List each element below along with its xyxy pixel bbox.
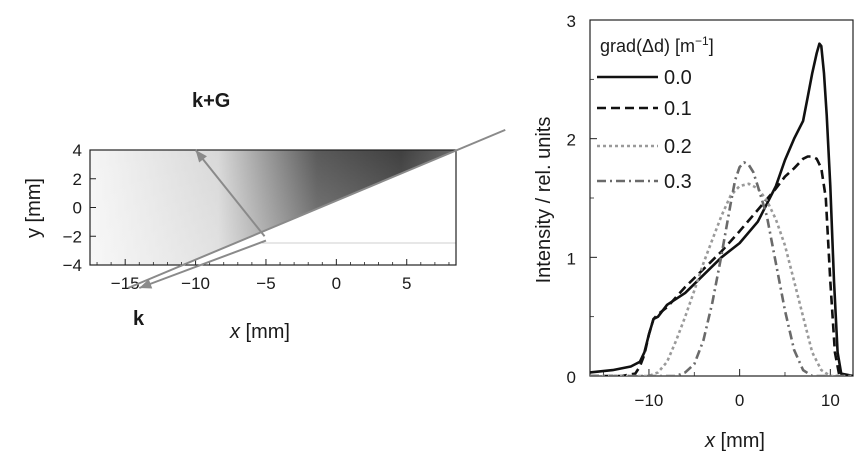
series-line-0.3 xyxy=(590,161,853,376)
legend: grad(Δd) [m−1] 0.0 0.1 0.2 0.3 xyxy=(597,34,714,193)
series-line-0.0 xyxy=(590,42,853,376)
line-chart-y-label: Intensity / rel. units xyxy=(533,117,555,284)
heatmap-y-tick-label: −2 xyxy=(63,227,82,246)
legend-label-0.0: 0.0 xyxy=(664,67,692,89)
line-chart-ticks: −10 0 10 0 1 2 3 xyxy=(567,12,840,410)
heatmap-intensity-fade xyxy=(90,150,456,265)
heatmap-panel: −15 −10 −5 0 5 −4 −2 0 2 4 x [mm] y [mm] k+G k xyxy=(23,90,506,343)
line-y-tick-label: 2 xyxy=(567,131,576,150)
line-chart-frame xyxy=(589,19,854,377)
heatmap-y-tick-label: −4 xyxy=(63,256,82,275)
series-line-0.1 xyxy=(590,155,853,376)
line-y-tick-label: 3 xyxy=(567,12,576,31)
line-x-tick-label: −10 xyxy=(635,391,664,410)
heatmap-x-tick-label: −10 xyxy=(181,274,210,293)
arrow-k-plus-g-shaft xyxy=(194,149,266,237)
heatmap-y-tick-label: 2 xyxy=(73,170,82,189)
boundary-line xyxy=(127,128,506,289)
heatmap-x-tick-label: −5 xyxy=(256,274,275,293)
heatmap-x-tick-label: −15 xyxy=(111,274,140,293)
heatmap-y-tick-label: 0 xyxy=(73,199,82,218)
annotation-k-plus-g: k+G xyxy=(192,90,230,112)
line-x-tick-label: 10 xyxy=(821,391,840,410)
line-chart-series xyxy=(590,42,853,376)
heatmap-x-tick-label: 5 xyxy=(402,274,411,293)
line-chart-x-label: x [mm] xyxy=(704,430,765,452)
line-x-tick-label: 0 xyxy=(735,391,744,410)
heatmap-ticks: −15 −10 −5 0 5 −4 −2 0 2 4 xyxy=(63,141,450,293)
heatmap-y-label: y [mm] xyxy=(23,178,45,238)
legend-label-0.3: 0.3 xyxy=(664,171,692,193)
legend-title: grad(Δd) [m−1] xyxy=(600,34,714,56)
heatmap-x-tick-label: 0 xyxy=(332,274,341,293)
series-line-0.2 xyxy=(590,182,853,376)
arrow-k-head xyxy=(139,279,153,289)
wave-vector-arrows xyxy=(138,149,267,289)
heatmap-x-label: x [mm] xyxy=(229,321,290,343)
annotation-k: k xyxy=(133,308,145,330)
line-y-tick-label: 0 xyxy=(567,368,576,387)
arrow-k-shaft xyxy=(138,239,267,289)
legend-entries: 0.0 0.1 0.2 0.3 xyxy=(597,67,692,193)
line-y-tick-label: 1 xyxy=(567,249,576,268)
legend-label-0.1: 0.1 xyxy=(664,98,692,120)
heatmap-y-tick-label: 4 xyxy=(73,141,82,160)
arrow-k-plus-g-head xyxy=(195,150,207,163)
legend-label-0.2: 0.2 xyxy=(664,136,692,158)
line-chart-panel: −10 0 10 0 1 2 3 x [mm] Intensity / rel. units… xyxy=(533,12,854,452)
